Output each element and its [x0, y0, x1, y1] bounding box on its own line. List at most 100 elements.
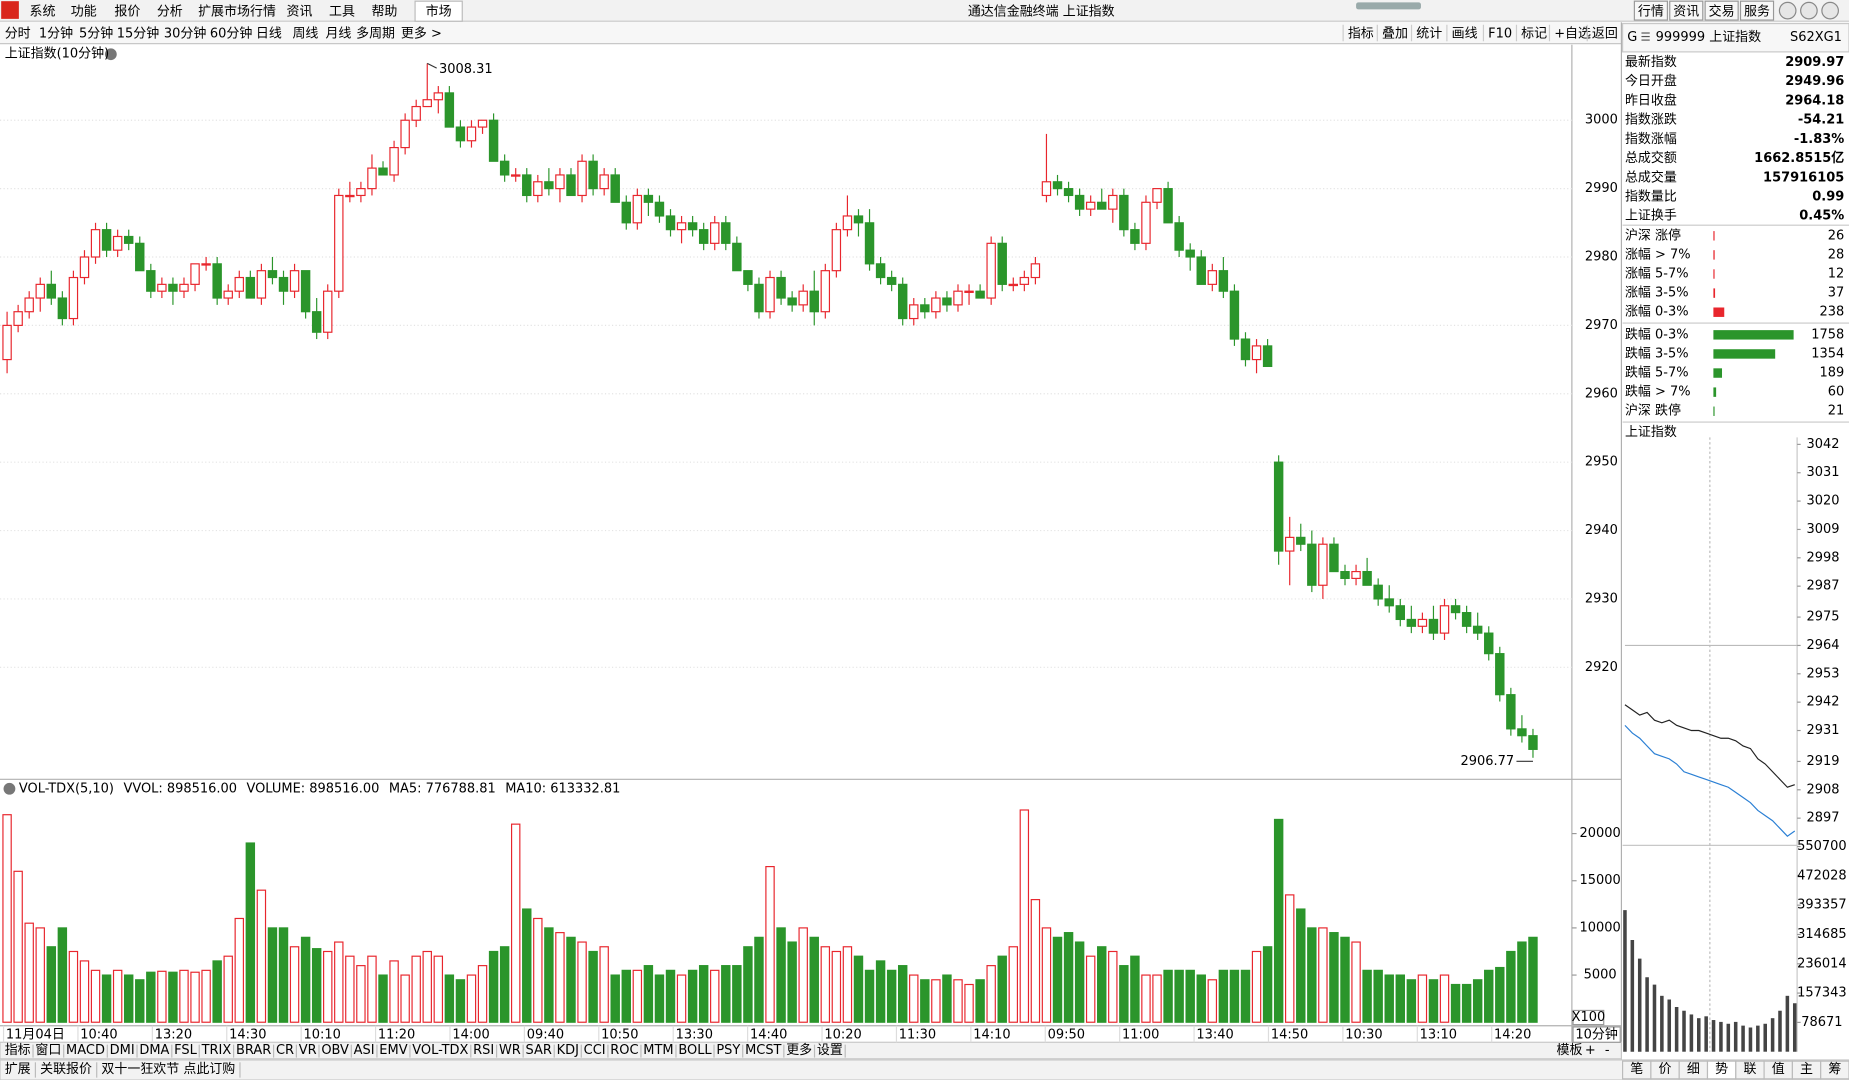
- indicator-tab[interactable]: TRIX: [201, 1043, 232, 1058]
- indicator-tab[interactable]: BOLL: [678, 1043, 712, 1058]
- indicator-tab[interactable]: CR: [276, 1043, 294, 1058]
- tool-button[interactable]: 返回: [1592, 27, 1618, 42]
- volume-bar: [1384, 974, 1394, 1023]
- y-tick-label: 2964: [1807, 638, 1840, 653]
- candle-body: [1108, 194, 1118, 210]
- breadth-count: 1354: [1811, 346, 1844, 361]
- y-tick-label: 3031: [1807, 465, 1840, 480]
- indicator-tab[interactable]: MCST: [745, 1043, 781, 1058]
- volume-bar: [953, 979, 963, 1023]
- settings-icon[interactable]: [3, 782, 16, 795]
- indicator-tab[interactable]: FSL: [174, 1043, 197, 1058]
- period-button[interactable]: 周线: [292, 27, 318, 42]
- menu-item[interactable]: 系统: [29, 4, 55, 19]
- indicator-tab[interactable]: KDJ: [557, 1043, 579, 1058]
- indicator-tab[interactable]: ASI: [354, 1043, 375, 1058]
- tool-button[interactable]: 统计: [1416, 27, 1442, 42]
- window-control[interactable]: -: [1605, 1043, 1610, 1058]
- quote-title: 999999 上证指数: [1656, 30, 1762, 45]
- close-button[interactable]: [1821, 1, 1839, 20]
- status-item[interactable]: 关联报价: [40, 1062, 92, 1077]
- indicator-tab[interactable]: VR: [299, 1043, 317, 1058]
- indicator-tab[interactable]: MACD: [66, 1043, 105, 1058]
- maximize-button[interactable]: [1800, 1, 1818, 20]
- indicator-tab[interactable]: PSY: [716, 1043, 740, 1058]
- window-control[interactable]: +: [1585, 1043, 1596, 1058]
- active-tab[interactable]: [414, 0, 463, 22]
- stat-value: 2964.18: [1785, 93, 1844, 108]
- indicator-tab[interactable]: MTM: [643, 1043, 673, 1058]
- volume-bar: [643, 965, 654, 1023]
- settings-icon[interactable]: [104, 48, 117, 61]
- breadth-bar: [1713, 368, 1723, 378]
- menu-item[interactable]: 分析: [157, 4, 183, 19]
- menu-item[interactable]: 报价: [114, 4, 140, 19]
- low-annotation: 2906.77: [1460, 754, 1514, 769]
- indicator-tab[interactable]: EMV: [379, 1043, 407, 1058]
- status-item[interactable]: 扩展: [5, 1062, 31, 1077]
- volume-bar: [46, 946, 57, 1023]
- period-button[interactable]: 分时: [5, 27, 31, 42]
- period-button[interactable]: 60分钟: [210, 26, 252, 42]
- indicator-tab[interactable]: SAR: [526, 1043, 552, 1058]
- nav-button[interactable]: [1669, 0, 1704, 21]
- menu-item[interactable]: 资讯: [287, 4, 313, 19]
- period-button[interactable]: 月线: [325, 27, 351, 42]
- menu-item[interactable]: 帮助: [371, 4, 397, 19]
- candle-body: [190, 263, 200, 285]
- indicator-tab[interactable]: OBV: [321, 1043, 349, 1058]
- status-item[interactable]: 双十一狂欢节 点此订购: [101, 1061, 235, 1077]
- indicator-tab[interactable]: WR: [499, 1043, 521, 1058]
- menu-item[interactable]: 工具: [329, 4, 355, 19]
- indicator-tab[interactable]: CCI: [584, 1043, 606, 1058]
- period-button[interactable]: 多周期: [356, 26, 395, 42]
- volume-bar: [1484, 969, 1494, 1023]
- breadth-count: 26: [1828, 228, 1845, 243]
- candle-body: [765, 276, 775, 313]
- indicator-tab[interactable]: 设置: [817, 1043, 843, 1058]
- volume-bar: [1185, 969, 1195, 1023]
- y-tick-label: 2919: [1807, 754, 1840, 769]
- stat-value: 0.45%: [1799, 209, 1844, 224]
- indicator-tab[interactable]: 更多: [786, 1042, 812, 1058]
- y-tick-label: 550700: [1797, 839, 1847, 854]
- volume-bar: [245, 842, 256, 1023]
- period-box: [1572, 1026, 1621, 1043]
- volume-bar: [411, 955, 421, 1023]
- nav-button[interactable]: [1739, 0, 1775, 21]
- period-button[interactable]: 日线: [256, 27, 282, 42]
- tool-button[interactable]: 叠加: [1382, 27, 1408, 42]
- tool-button[interactable]: +自选: [1554, 27, 1591, 42]
- tool-button[interactable]: 指标: [1348, 27, 1374, 42]
- tool-button[interactable]: F10: [1488, 27, 1512, 42]
- tool-button[interactable]: 画线: [1452, 27, 1478, 42]
- period-button[interactable]: 5分钟: [79, 26, 113, 42]
- volume-bar: [256, 889, 267, 1023]
- nav-button[interactable]: [1633, 0, 1668, 21]
- indicator-tab[interactable]: 窗口: [35, 1042, 61, 1058]
- indicator-tab[interactable]: DMA: [139, 1043, 169, 1058]
- menu-item[interactable]: 功能: [71, 4, 97, 19]
- volume-bar: [57, 927, 68, 1023]
- period-button[interactable]: 30分钟: [164, 26, 206, 42]
- panel-tab[interactable]: [1820, 1060, 1849, 1080]
- minimize-button[interactable]: [1778, 1, 1797, 20]
- menu-item[interactable]: 扩展市场行情: [198, 3, 276, 19]
- y-tick-label: 2908: [1807, 782, 1840, 797]
- indicator-tab[interactable]: RSI: [473, 1043, 494, 1058]
- more-button[interactable]: 更多 >: [401, 26, 442, 42]
- indicator-tab[interactable]: BRAR: [236, 1043, 271, 1058]
- breadth-bar: [1713, 288, 1716, 298]
- period-button[interactable]: 15分钟: [117, 26, 159, 42]
- period-button[interactable]: 1分钟: [39, 26, 73, 42]
- window-control[interactable]: 模板: [1557, 1043, 1583, 1058]
- indicator-tab[interactable]: VOL-TDX: [412, 1043, 468, 1058]
- volume-bar: [24, 922, 34, 1023]
- indicator-tab[interactable]: DMI: [110, 1043, 135, 1058]
- volume-bar: [1362, 969, 1372, 1023]
- tool-button[interactable]: 标记: [1521, 27, 1547, 42]
- indicator-tab[interactable]: 指标: [5, 1043, 31, 1058]
- indicator-tab[interactable]: ROC: [610, 1043, 638, 1058]
- x-tick-label: 11:00: [1122, 1028, 1159, 1043]
- nav-button[interactable]: [1704, 0, 1739, 21]
